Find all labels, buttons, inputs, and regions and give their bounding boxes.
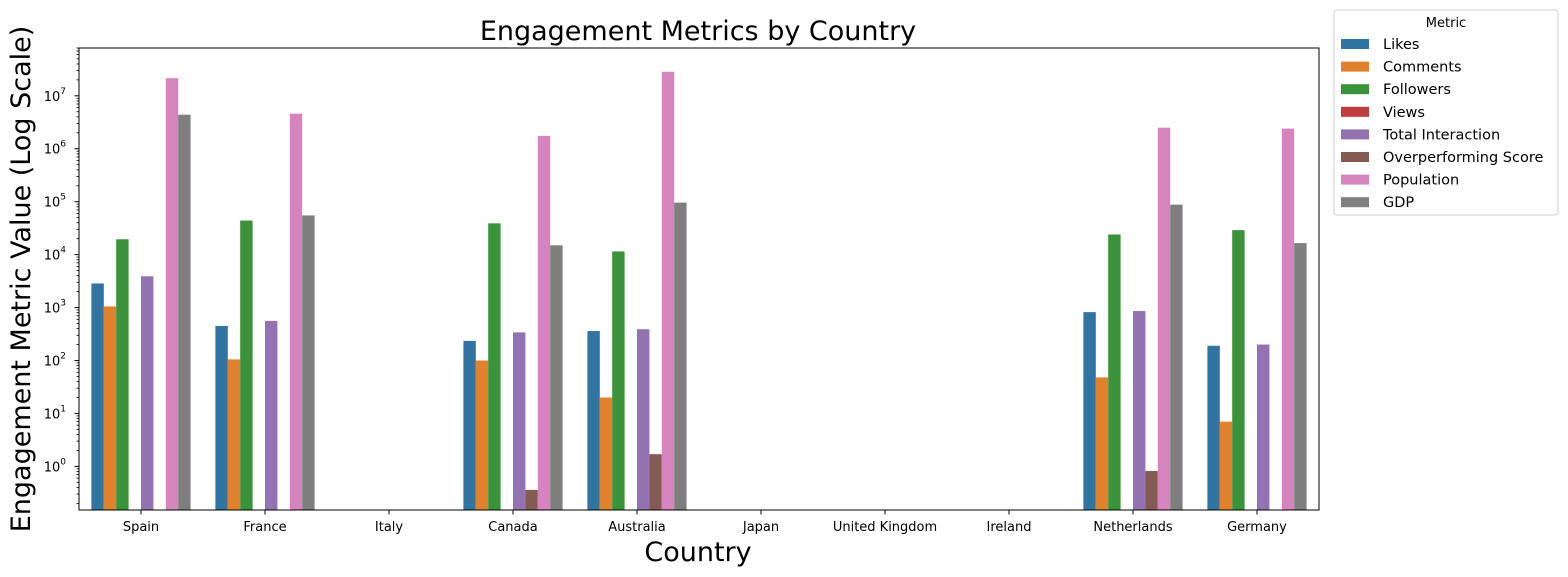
bar-followers-australia	[612, 251, 625, 510]
x-tick-label: Italy	[375, 520, 404, 535]
bar-comments-australia	[599, 397, 613, 510]
legend-box	[1333, 9, 1559, 216]
bar-total-interaction-netherlands	[1133, 311, 1146, 510]
bar-comments-netherlands	[1095, 377, 1109, 510]
y-axis-ticks: 100 101 102 103 104 105 106 107	[44, 47, 79, 504]
bar-population-australia	[661, 71, 675, 510]
legend-title: Metric	[1426, 16, 1466, 31]
legend-label-likes: Likes	[1383, 37, 1419, 53]
bar-likes-australia	[587, 331, 600, 510]
bar-likes-netherlands	[1083, 312, 1096, 510]
legend: Metric Likes Comments Followers Views Total …	[1333, 9, 1559, 216]
bar-population-germany	[1281, 128, 1295, 510]
bar-group	[91, 71, 1307, 511]
bar-followers-netherlands	[1108, 234, 1121, 510]
legend-label-population: Population	[1383, 173, 1459, 189]
bar-gdp-canada	[550, 245, 563, 511]
legend-swatch-likes	[1341, 39, 1369, 49]
bar-gdp-netherlands	[1170, 204, 1183, 510]
bar-gdp-australia	[674, 202, 687, 510]
bar-comments-germany	[1219, 421, 1233, 510]
x-tick-label: France	[243, 520, 286, 535]
bar-gdp-germany	[1294, 243, 1307, 511]
bar-followers-france	[240, 220, 253, 510]
x-tick-label: Spain	[123, 520, 159, 535]
bar-population-canada	[537, 135, 551, 510]
x-tick-label: Australia	[608, 520, 666, 535]
bar-total-interaction-germany	[1257, 344, 1270, 510]
x-tick-label: Japan	[742, 520, 779, 535]
bar-overperforming-score-netherlands	[1145, 470, 1158, 510]
y-axis-label: Engagement Metric Value (Log Scale)	[6, 26, 37, 533]
y-tick-label: 104	[44, 246, 67, 264]
x-tick-label: Canada	[488, 520, 537, 535]
chart-title: Engagement Metrics by Country	[480, 16, 916, 47]
x-tick-label: United Kingdom	[833, 520, 937, 535]
legend-swatch-overperforming-score	[1341, 152, 1369, 162]
legend-label-gdp: GDP	[1383, 195, 1414, 211]
plot-area-frame	[78, 47, 1320, 511]
x-tick-label: Ireland	[987, 520, 1032, 535]
y-tick-label: 102	[44, 352, 66, 370]
legend-label-overperforming-score: Overperforming Score	[1383, 150, 1543, 166]
y-tick-label: 100	[44, 457, 67, 475]
legend-items: Likes Comments Followers Views Total Interac…	[1341, 37, 1543, 211]
x-axis-ticks: Spain France Italy Canada Australia Japan Unit…	[123, 510, 1287, 535]
bar-total-interaction-france	[265, 320, 278, 510]
bar-comments-canada	[475, 360, 489, 510]
legend-label-followers: Followers	[1383, 82, 1451, 98]
bar-comments-france	[227, 359, 241, 510]
bar-likes-germany	[1207, 345, 1220, 510]
bar-followers-germany	[1232, 230, 1245, 510]
bar-total-interaction-canada	[513, 332, 526, 510]
y-tick-label: 107	[44, 87, 66, 105]
bar-population-france	[289, 113, 303, 510]
legend-label-views: Views	[1383, 105, 1425, 121]
x-tick-label: Germany	[1227, 520, 1287, 535]
legend-swatch-total-interaction	[1341, 129, 1369, 140]
y-tick-label: 106	[44, 140, 67, 158]
bar-overperforming-score-canada	[525, 489, 538, 510]
bar-population-spain	[165, 78, 179, 511]
bar-likes-spain	[91, 283, 104, 510]
legend-swatch-gdp	[1341, 197, 1369, 208]
bar-likes-canada	[463, 340, 476, 510]
y-tick-label: 103	[44, 299, 66, 317]
bar-comments-spain	[103, 306, 117, 510]
y-tick-label: 105	[44, 193, 66, 211]
bar-overperforming-score-australia	[649, 454, 662, 510]
legend-label-total-interaction: Total Interaction	[1382, 127, 1500, 143]
bar-total-interaction-australia	[637, 329, 650, 510]
x-axis-label: Country	[644, 537, 751, 568]
bar-followers-canada	[488, 223, 501, 510]
legend-swatch-population	[1341, 174, 1369, 185]
legend-label-comments: Comments	[1383, 60, 1462, 76]
bar-gdp-france	[302, 215, 315, 510]
legend-swatch-comments	[1341, 61, 1369, 72]
bar-gdp-spain	[178, 114, 191, 511]
legend-swatch-followers	[1341, 84, 1369, 95]
x-tick-label: Netherlands	[1093, 520, 1172, 535]
y-tick-label: 101	[44, 404, 66, 422]
bar-followers-spain	[116, 239, 129, 510]
bar-likes-france	[215, 325, 228, 510]
bar-population-netherlands	[1157, 127, 1171, 511]
bar-total-interaction-spain	[141, 276, 154, 510]
legend-swatch-views	[1341, 106, 1369, 117]
